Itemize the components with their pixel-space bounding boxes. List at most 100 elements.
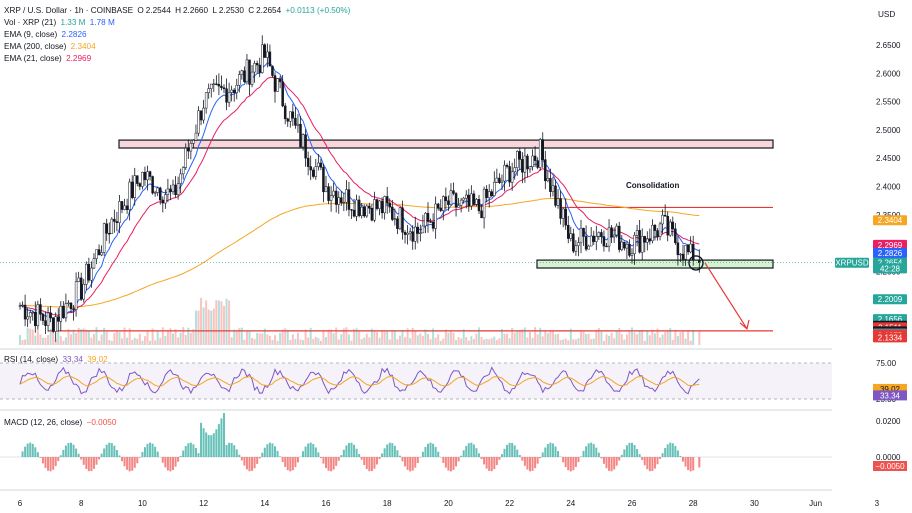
candle-body <box>179 173 182 184</box>
volume-bar <box>200 297 203 345</box>
candle-body <box>459 199 463 206</box>
volume-bar <box>419 333 422 345</box>
macd-bar <box>592 444 595 457</box>
rsi-tag <box>873 390 907 401</box>
macd-bar <box>587 443 590 457</box>
volume-bar <box>319 340 322 345</box>
candle-body <box>544 159 547 182</box>
volume-bar <box>21 340 24 345</box>
volume-bar <box>314 336 317 345</box>
macd-bar <box>332 457 335 470</box>
macd-bar <box>625 445 628 457</box>
candle-body <box>551 185 555 192</box>
candle-body <box>523 155 527 173</box>
macd-bar <box>21 451 24 457</box>
volume-bar <box>613 338 616 345</box>
candle-body <box>31 312 34 314</box>
rsi-ma-tag-label: 39.02 <box>880 385 901 394</box>
macd-bar <box>138 457 141 458</box>
macd-bar <box>460 455 463 457</box>
volume-bar <box>488 339 491 345</box>
candle-body <box>589 235 593 247</box>
volume-bar <box>460 338 463 345</box>
macd-bar <box>470 442 473 457</box>
macd-bar <box>432 443 435 457</box>
macd-bar <box>490 457 493 472</box>
volume-bar <box>526 337 529 345</box>
volume-bar <box>610 332 613 345</box>
volume-bar <box>133 337 136 345</box>
volume-bar <box>31 329 34 345</box>
candle-body <box>485 188 488 198</box>
volume-bar <box>141 340 144 345</box>
macd-bar <box>289 457 292 472</box>
candle-body <box>322 167 325 193</box>
macd-bar <box>416 457 419 464</box>
candle-body <box>391 206 394 220</box>
candle-body <box>258 64 261 73</box>
macd-bar <box>164 457 167 468</box>
candle-body <box>612 234 616 238</box>
candle-body <box>554 185 557 206</box>
volume-bar <box>230 337 233 345</box>
macd-bar <box>90 457 93 472</box>
macd-bar <box>77 453 80 457</box>
volume-bar <box>503 333 506 345</box>
macd-bar <box>258 457 261 459</box>
macd-bar <box>398 455 401 457</box>
candle-body <box>115 221 119 223</box>
candle-body <box>526 155 529 170</box>
volume-bar <box>651 329 654 345</box>
candle-body <box>363 206 366 217</box>
candle-body <box>618 225 621 250</box>
volume-bar <box>121 338 123 345</box>
candle-body <box>317 162 320 167</box>
candle-body <box>385 196 389 204</box>
macd-bar <box>421 451 424 457</box>
candle-body <box>337 197 340 205</box>
candle-body <box>273 75 277 92</box>
macd-bar <box>526 457 529 470</box>
macd-bar <box>373 457 376 469</box>
volume-bar <box>631 327 633 345</box>
macd-bar <box>659 457 662 459</box>
volume-bar <box>205 300 208 345</box>
macd-bar <box>238 454 241 457</box>
volume-bar <box>557 333 560 345</box>
macd-bar <box>368 457 371 472</box>
rsi-line <box>19 366 700 395</box>
candle-body <box>49 312 52 319</box>
candle-body <box>656 230 659 237</box>
macd-bar <box>225 445 228 457</box>
macd-bar <box>406 457 409 470</box>
volume-bar <box>299 339 302 345</box>
macd-bar <box>340 455 343 457</box>
candle-body <box>44 320 47 326</box>
candle-body <box>197 110 200 134</box>
volume-bar <box>19 334 21 345</box>
symbol-legend: XRP / U.S. Dollar · 1h · COINBASE O 2.254… <box>4 6 351 15</box>
candle-body <box>301 134 305 148</box>
volume-bar <box>355 328 358 345</box>
candle-body <box>674 228 677 244</box>
volume-bar <box>131 340 134 345</box>
candle-body <box>635 230 639 236</box>
volume-bar <box>44 337 47 345</box>
candle-body <box>380 200 384 214</box>
candle-body <box>207 88 210 93</box>
volume-bar <box>551 330 554 345</box>
macd-bar <box>245 457 248 470</box>
candle-body <box>587 245 590 250</box>
volume-bar <box>577 338 580 345</box>
macd-bar <box>347 443 350 457</box>
volume-bar <box>87 330 90 345</box>
volume-bar <box>302 340 305 345</box>
candle-body <box>304 134 307 159</box>
rsi-tag-label: 33.34 <box>880 391 901 400</box>
macd-bar <box>47 457 50 471</box>
macd-bar <box>233 445 236 457</box>
breakout-marker <box>688 255 704 271</box>
volume-bar <box>518 331 521 345</box>
volume-bar <box>90 337 93 345</box>
